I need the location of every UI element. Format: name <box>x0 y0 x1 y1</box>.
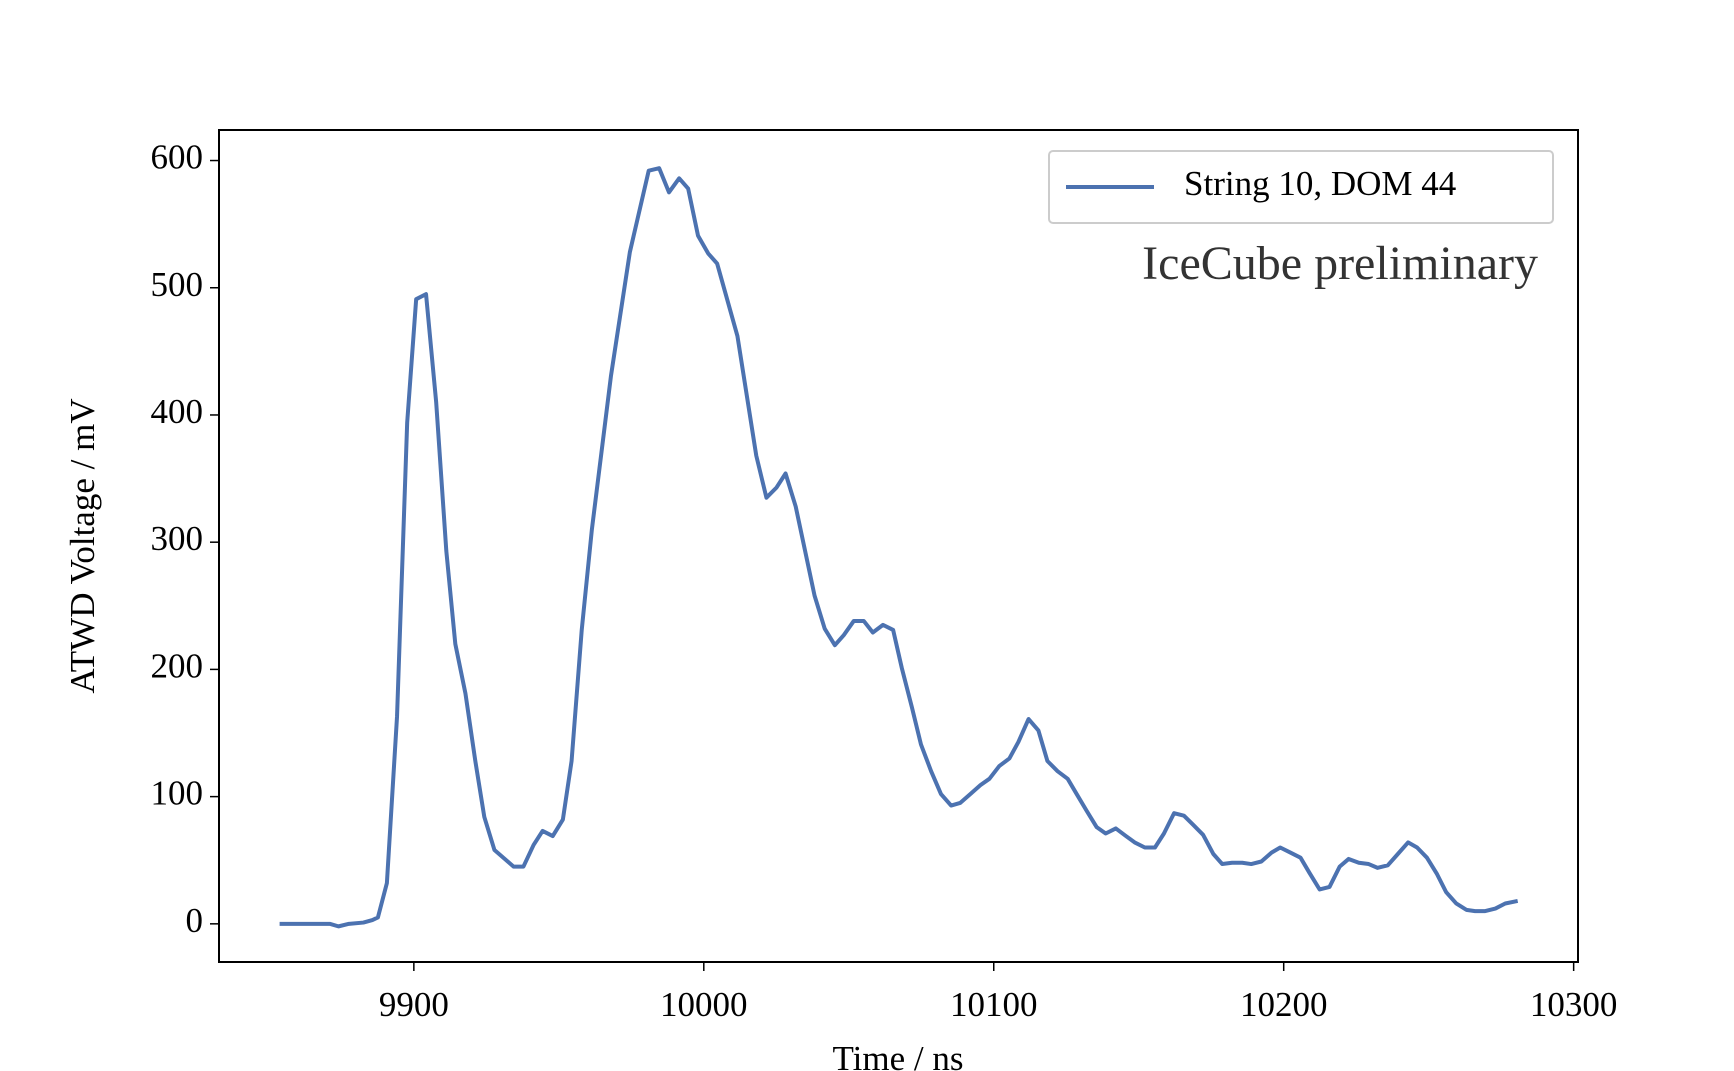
x-tick-label: 10300 <box>1530 985 1618 1024</box>
y-tick-label: 500 <box>151 265 204 304</box>
legend-label: String 10, DOM 44 <box>1184 164 1456 203</box>
annotation: IceCube preliminary <box>1142 237 1538 290</box>
y-tick-label: 100 <box>151 774 204 813</box>
y-tick-label: 400 <box>151 392 204 431</box>
y-tick-label: 600 <box>151 138 204 177</box>
x-axis-label: Time / ns <box>833 1039 964 1071</box>
legend-box <box>1048 150 1554 224</box>
data-line <box>279 166 1519 929</box>
x-tick-label: 9900 <box>379 985 449 1024</box>
x-tick-label: 10200 <box>1240 985 1328 1024</box>
x-tick-label: 10100 <box>950 985 1038 1024</box>
y-tick-label: 300 <box>151 519 204 558</box>
x-tick-label: 10000 <box>660 985 748 1024</box>
y-axis-label: ATWD Voltage / mV <box>63 398 102 693</box>
plot-frame <box>218 129 1579 963</box>
y-tick-label: 200 <box>151 646 204 685</box>
y-tick-label: 0 <box>186 901 204 940</box>
